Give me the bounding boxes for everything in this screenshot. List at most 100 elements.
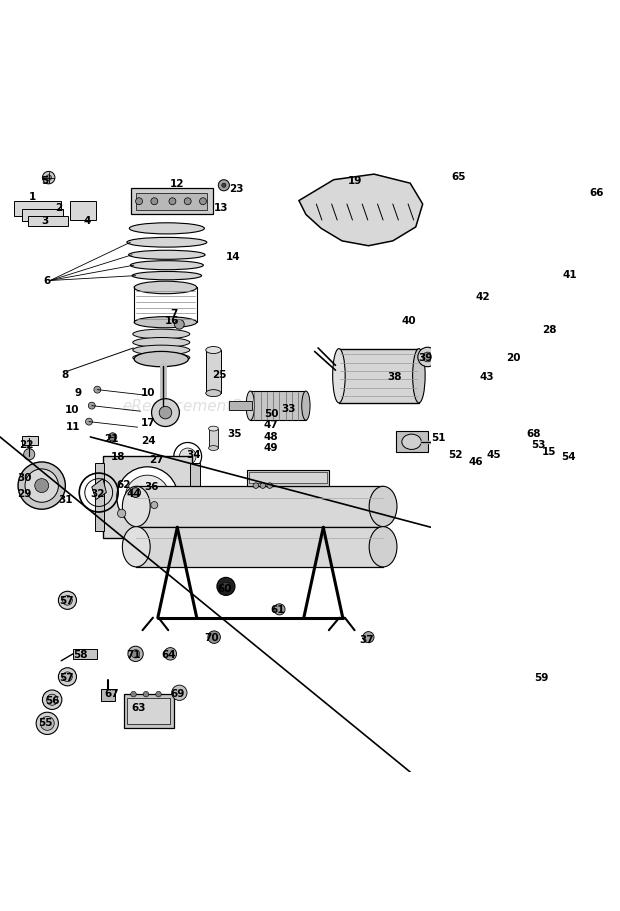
Circle shape xyxy=(108,434,117,442)
Text: 65: 65 xyxy=(451,172,466,182)
Ellipse shape xyxy=(133,330,190,340)
Circle shape xyxy=(222,583,230,591)
Ellipse shape xyxy=(130,261,203,271)
Bar xyxy=(136,486,383,527)
Ellipse shape xyxy=(302,392,310,421)
Circle shape xyxy=(63,672,73,682)
Ellipse shape xyxy=(130,223,205,235)
Text: 18: 18 xyxy=(111,452,125,462)
Circle shape xyxy=(174,443,202,471)
Text: 39: 39 xyxy=(418,353,433,363)
Text: 29: 29 xyxy=(17,488,32,498)
Text: 4: 4 xyxy=(83,216,91,226)
Ellipse shape xyxy=(122,527,150,568)
Circle shape xyxy=(117,467,178,528)
Ellipse shape xyxy=(446,312,486,352)
Circle shape xyxy=(18,463,65,509)
Text: 3: 3 xyxy=(42,216,49,226)
Ellipse shape xyxy=(438,436,449,448)
Ellipse shape xyxy=(459,325,472,338)
Circle shape xyxy=(169,199,176,206)
Text: 14: 14 xyxy=(226,251,240,261)
Text: 60: 60 xyxy=(217,584,232,594)
Text: eReplacementParts.com: eReplacementParts.com xyxy=(122,399,309,414)
Ellipse shape xyxy=(402,435,422,450)
Text: 7: 7 xyxy=(170,309,177,319)
Bar xyxy=(127,698,170,724)
Circle shape xyxy=(218,180,229,191)
Bar xyxy=(101,689,115,701)
Bar xyxy=(136,194,207,210)
Text: 21: 21 xyxy=(104,434,118,444)
Text: 33: 33 xyxy=(281,404,296,414)
Bar xyxy=(14,201,61,217)
Circle shape xyxy=(217,578,235,596)
Ellipse shape xyxy=(133,338,190,348)
Circle shape xyxy=(172,685,187,701)
Ellipse shape xyxy=(128,251,205,260)
Text: 67: 67 xyxy=(104,688,118,698)
Ellipse shape xyxy=(122,486,150,527)
Text: 25: 25 xyxy=(212,370,226,380)
Circle shape xyxy=(151,399,179,427)
Text: 42: 42 xyxy=(476,292,490,302)
Text: 68: 68 xyxy=(526,429,541,439)
Circle shape xyxy=(174,320,184,330)
Text: 30: 30 xyxy=(17,473,32,483)
Text: 17: 17 xyxy=(141,417,156,427)
Circle shape xyxy=(208,631,220,644)
Circle shape xyxy=(454,439,471,456)
Circle shape xyxy=(88,403,95,410)
Circle shape xyxy=(542,326,554,337)
Text: 23: 23 xyxy=(229,184,244,194)
Text: 43: 43 xyxy=(479,372,494,382)
Ellipse shape xyxy=(127,238,207,248)
Text: 16: 16 xyxy=(165,316,180,326)
Circle shape xyxy=(143,691,149,697)
Circle shape xyxy=(46,176,51,181)
Circle shape xyxy=(260,483,265,489)
Circle shape xyxy=(184,199,191,206)
Text: 22: 22 xyxy=(19,439,33,449)
Bar xyxy=(103,457,192,538)
Text: 57: 57 xyxy=(59,672,73,682)
Circle shape xyxy=(131,488,141,498)
Text: 56: 56 xyxy=(45,695,60,705)
Text: 2: 2 xyxy=(55,203,63,213)
Circle shape xyxy=(418,348,437,367)
Text: 49: 49 xyxy=(264,443,278,453)
Ellipse shape xyxy=(482,355,505,392)
Circle shape xyxy=(131,691,136,697)
Circle shape xyxy=(274,604,285,615)
Circle shape xyxy=(458,444,466,452)
Text: 15: 15 xyxy=(542,446,557,456)
Bar xyxy=(443,170,462,184)
Bar xyxy=(229,402,252,410)
Ellipse shape xyxy=(208,446,218,451)
Bar xyxy=(396,432,428,453)
Text: 52: 52 xyxy=(448,450,463,460)
Bar xyxy=(250,392,306,421)
Circle shape xyxy=(125,476,170,520)
Bar xyxy=(95,464,104,532)
Bar xyxy=(136,527,383,568)
Circle shape xyxy=(24,449,35,460)
Text: 41: 41 xyxy=(563,270,577,280)
Text: 35: 35 xyxy=(228,429,242,439)
Circle shape xyxy=(363,632,374,643)
Circle shape xyxy=(164,648,177,660)
Text: 53: 53 xyxy=(531,439,546,449)
Bar xyxy=(249,472,327,483)
Bar xyxy=(124,694,174,728)
Text: 32: 32 xyxy=(90,488,105,498)
Text: 10: 10 xyxy=(141,387,156,397)
Text: 69: 69 xyxy=(170,688,185,698)
Text: 20: 20 xyxy=(506,353,520,363)
Ellipse shape xyxy=(451,317,481,346)
Circle shape xyxy=(46,694,58,705)
Bar xyxy=(69,201,96,220)
Ellipse shape xyxy=(134,281,197,294)
Bar xyxy=(580,711,595,722)
Polygon shape xyxy=(92,479,107,500)
Circle shape xyxy=(253,483,259,489)
